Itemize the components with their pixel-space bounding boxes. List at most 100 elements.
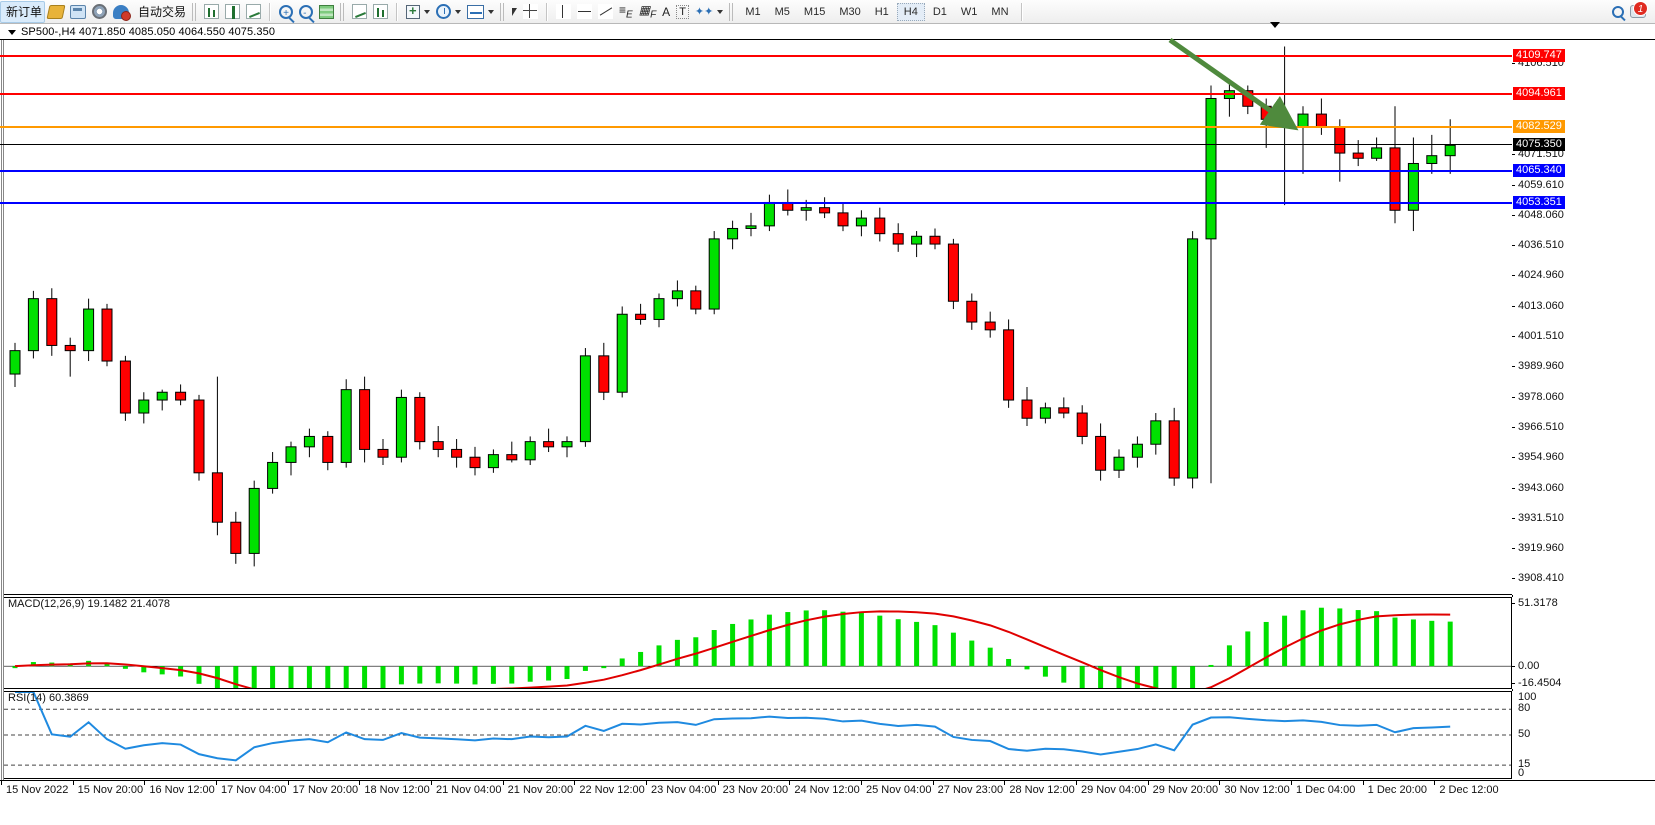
down-trend-arrow xyxy=(1168,37,1299,131)
chart-header: SP500-,H4 4071.850 4085.050 4064.550 407… xyxy=(0,25,1655,40)
timeframe-m1[interactable]: M1 xyxy=(745,5,761,18)
chart-menu-caret-icon[interactable] xyxy=(8,29,16,35)
chart-left-edge xyxy=(0,40,4,825)
chart-shift-icon[interactable] xyxy=(370,1,391,23)
auto-trading-button[interactable]: 自动交易 xyxy=(132,1,189,23)
search-icon[interactable] xyxy=(1609,1,1627,23)
horizontal-line-icon[interactable] xyxy=(574,1,595,23)
time-tick-label: 29 Nov 04:00 xyxy=(1076,781,1146,796)
main-toolbar: 新订单 自动交易 + - ≡E ▦F A T ✦✦ xyxy=(0,0,1655,24)
price-tick: 4059.610 xyxy=(1512,179,1564,191)
time-tick-label: 1 Dec 20:00 xyxy=(1362,781,1427,796)
chart-template-icon[interactable] xyxy=(464,1,497,23)
price-level-line[interactable] xyxy=(0,54,1512,57)
navigator-icon[interactable] xyxy=(89,1,110,23)
timeframe-h1[interactable]: H1 xyxy=(874,5,889,18)
price-tick: 4024.960 xyxy=(1512,269,1564,281)
time-tick-label: 28 Nov 12:00 xyxy=(1004,781,1075,796)
candlestick-chart-icon[interactable] xyxy=(222,1,243,23)
price-level-tag[interactable]: 4075.350 xyxy=(1513,138,1565,152)
auto-scroll-icon[interactable] xyxy=(349,1,370,23)
price-level-line[interactable] xyxy=(0,201,1512,204)
timeframe-m5[interactable]: M5 xyxy=(774,5,790,18)
timeframe-d1[interactable]: D1 xyxy=(932,5,947,18)
price-tick: 3966.510 xyxy=(1512,421,1564,433)
zoom-in-icon[interactable]: + xyxy=(276,1,296,23)
toolbar-grip-2[interactable] xyxy=(340,2,347,21)
crosshair-icon[interactable] xyxy=(520,1,541,23)
grid-icon[interactable] xyxy=(316,1,337,23)
expert-advisor-icon[interactable] xyxy=(110,1,132,23)
rsi-plot xyxy=(4,692,1511,766)
toolbar-separator-3 xyxy=(546,2,549,21)
time-tick-label: 27 Nov 23:00 xyxy=(932,781,1003,796)
fibonacci-icon[interactable]: ≡E xyxy=(619,2,633,21)
new-order-button[interactable]: 新订单 xyxy=(0,1,45,23)
rsi-tick: 80 xyxy=(1518,702,1531,715)
macd-plot xyxy=(4,607,1511,688)
trendline-icon[interactable] xyxy=(595,1,616,23)
new-order-label: 新订单 xyxy=(6,5,43,19)
timeframe-m15[interactable]: M15 xyxy=(803,5,826,18)
zoom-out-icon[interactable]: - xyxy=(296,1,316,23)
bar-chart-icon[interactable] xyxy=(201,1,222,23)
price-tick: 3931.510 xyxy=(1512,512,1564,524)
folder-icon[interactable] xyxy=(45,1,67,23)
add-indicator-icon[interactable] xyxy=(403,1,433,23)
period-clock-icon[interactable] xyxy=(433,1,464,23)
line-chart-icon[interactable] xyxy=(243,1,264,23)
timeframe-w1[interactable]: W1 xyxy=(960,5,978,18)
toolbar-separator-1 xyxy=(269,2,272,21)
time-tick-label: 17 Nov 04:00 xyxy=(216,781,286,796)
time-tick-label: 2 Dec 12:00 xyxy=(1434,781,1499,796)
price-chart-pane[interactable] xyxy=(4,40,1512,595)
rsi-tick: 15 xyxy=(1518,758,1531,771)
price-level-tag[interactable]: 4082.529 xyxy=(1513,119,1565,133)
time-tick-label: 23 Nov 20:00 xyxy=(717,781,788,796)
macd-tick: 51.3178 xyxy=(1512,597,1558,609)
rsi-tick: 50 xyxy=(1518,728,1531,740)
price-level-tag[interactable]: 4109.747 xyxy=(1513,48,1565,62)
rsi-axis: 100 80 50 15 0 xyxy=(1512,691,1655,779)
market-watch-icon[interactable] xyxy=(67,1,89,23)
toolbar-grip-1[interactable] xyxy=(192,2,199,21)
rsi-pane[interactable] xyxy=(4,691,1512,779)
macd-pane[interactable] xyxy=(4,597,1512,689)
time-tick-label: 24 Nov 12:00 xyxy=(789,781,860,796)
price-tick: 3978.060 xyxy=(1512,391,1564,403)
time-tick-label: 17 Nov 20:00 xyxy=(287,781,358,796)
vertical-line-icon[interactable] xyxy=(553,1,574,23)
price-level-line[interactable] xyxy=(0,125,1512,128)
toolbar-grip-4[interactable] xyxy=(729,2,736,21)
shapes-icon[interactable]: ✦✦ xyxy=(692,1,726,23)
price-level-line[interactable] xyxy=(0,144,1512,146)
price-level-line[interactable] xyxy=(0,93,1512,96)
text-icon[interactable]: A xyxy=(662,4,671,19)
window-collapse-caret-icon[interactable] xyxy=(1270,22,1280,28)
timeframe-m30[interactable]: M30 xyxy=(839,5,861,18)
toolbar-separator-2 xyxy=(396,2,399,21)
cursor-icon[interactable] xyxy=(509,1,520,23)
time-tick-label: 1 Dec 04:00 xyxy=(1291,781,1355,796)
fibonacci-fan-icon[interactable]: ▦F xyxy=(638,2,657,21)
price-tick: 3954.960 xyxy=(1512,451,1564,463)
macd-tick: 0.00 xyxy=(1512,660,1539,672)
notification-badge: 1 xyxy=(1633,1,1648,16)
price-level-tag[interactable]: 4094.961 xyxy=(1513,87,1565,101)
price-level-tag[interactable]: 4053.351 xyxy=(1513,195,1565,209)
time-tick-label: 21 Nov 04:00 xyxy=(431,781,501,796)
notifications-icon[interactable]: 1 xyxy=(1627,1,1649,23)
toolbar-grip-3[interactable] xyxy=(500,2,507,21)
timeframe-mn[interactable]: MN xyxy=(991,5,1009,18)
time-tick-label: 18 Nov 12:00 xyxy=(359,781,430,796)
rsi-tick: 100 xyxy=(1518,691,1537,703)
price-tick: 4048.060 xyxy=(1512,209,1564,221)
price-tick: 3919.960 xyxy=(1512,542,1564,554)
price-level-line[interactable] xyxy=(0,170,1512,173)
time-tick-label: 15 Nov 20:00 xyxy=(72,781,143,796)
price-tick: 4036.510 xyxy=(1512,239,1564,251)
time-axis[interactable]: 15 Nov 2022 15 Nov 20:00 16 Nov 12:00 17 No… xyxy=(0,780,1655,825)
timeframe-h4[interactable]: H4 xyxy=(896,2,925,21)
price-level-tag[interactable]: 4065.340 xyxy=(1513,164,1565,178)
text-label-icon[interactable]: T xyxy=(673,1,692,23)
